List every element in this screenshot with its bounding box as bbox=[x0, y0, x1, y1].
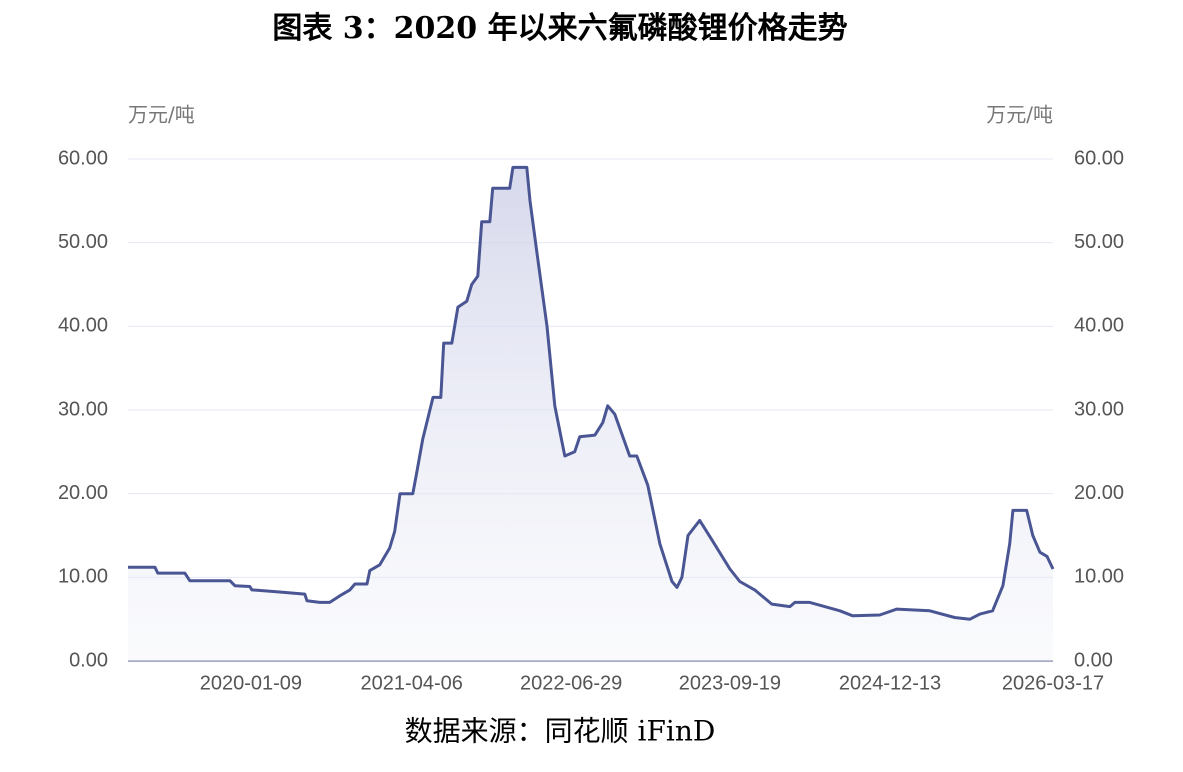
y2-tick-label: 30.00 bbox=[1074, 398, 1124, 420]
x-tick-label: 2021-04-06 bbox=[361, 672, 463, 694]
x-tick-label: 2020-01-09 bbox=[200, 672, 302, 694]
y-tick-label: 0.00 bbox=[69, 649, 108, 671]
area-fill bbox=[128, 167, 1053, 661]
y2-tick-label: 60.00 bbox=[1074, 147, 1124, 169]
y-tick-label: 30.00 bbox=[58, 398, 108, 420]
y2-tick-label: 10.00 bbox=[1074, 566, 1124, 588]
x-tick-label: 2026-03-17 bbox=[1002, 672, 1104, 694]
y2-tick-label: 20.00 bbox=[1074, 482, 1124, 504]
x-tick-label: 2024-12-13 bbox=[839, 672, 941, 694]
chart-title: 图表 3：2020 年以来六氟磷酸锂价格走势 bbox=[272, 11, 847, 46]
y2-tick-label: 50.00 bbox=[1074, 231, 1124, 253]
y-axis-unit: 万元/吨 bbox=[128, 103, 195, 127]
y-tick-label: 60.00 bbox=[58, 147, 108, 169]
x-tick-label: 2023-09-19 bbox=[679, 672, 781, 694]
y-tick-label: 10.00 bbox=[58, 566, 108, 588]
y2-tick-label: 40.00 bbox=[1074, 315, 1124, 337]
y-tick-label: 40.00 bbox=[58, 315, 108, 337]
source-note: 数据来源：同花顺 iFinD bbox=[405, 715, 716, 748]
y2-axis-unit: 万元/吨 bbox=[986, 103, 1053, 127]
price-line bbox=[128, 165, 1055, 621]
y-tick-label: 50.00 bbox=[58, 231, 108, 253]
x-tick-label: 2022-06-29 bbox=[520, 672, 622, 694]
y2-tick-label: 0.00 bbox=[1074, 649, 1113, 671]
y-tick-label: 20.00 bbox=[58, 482, 108, 504]
